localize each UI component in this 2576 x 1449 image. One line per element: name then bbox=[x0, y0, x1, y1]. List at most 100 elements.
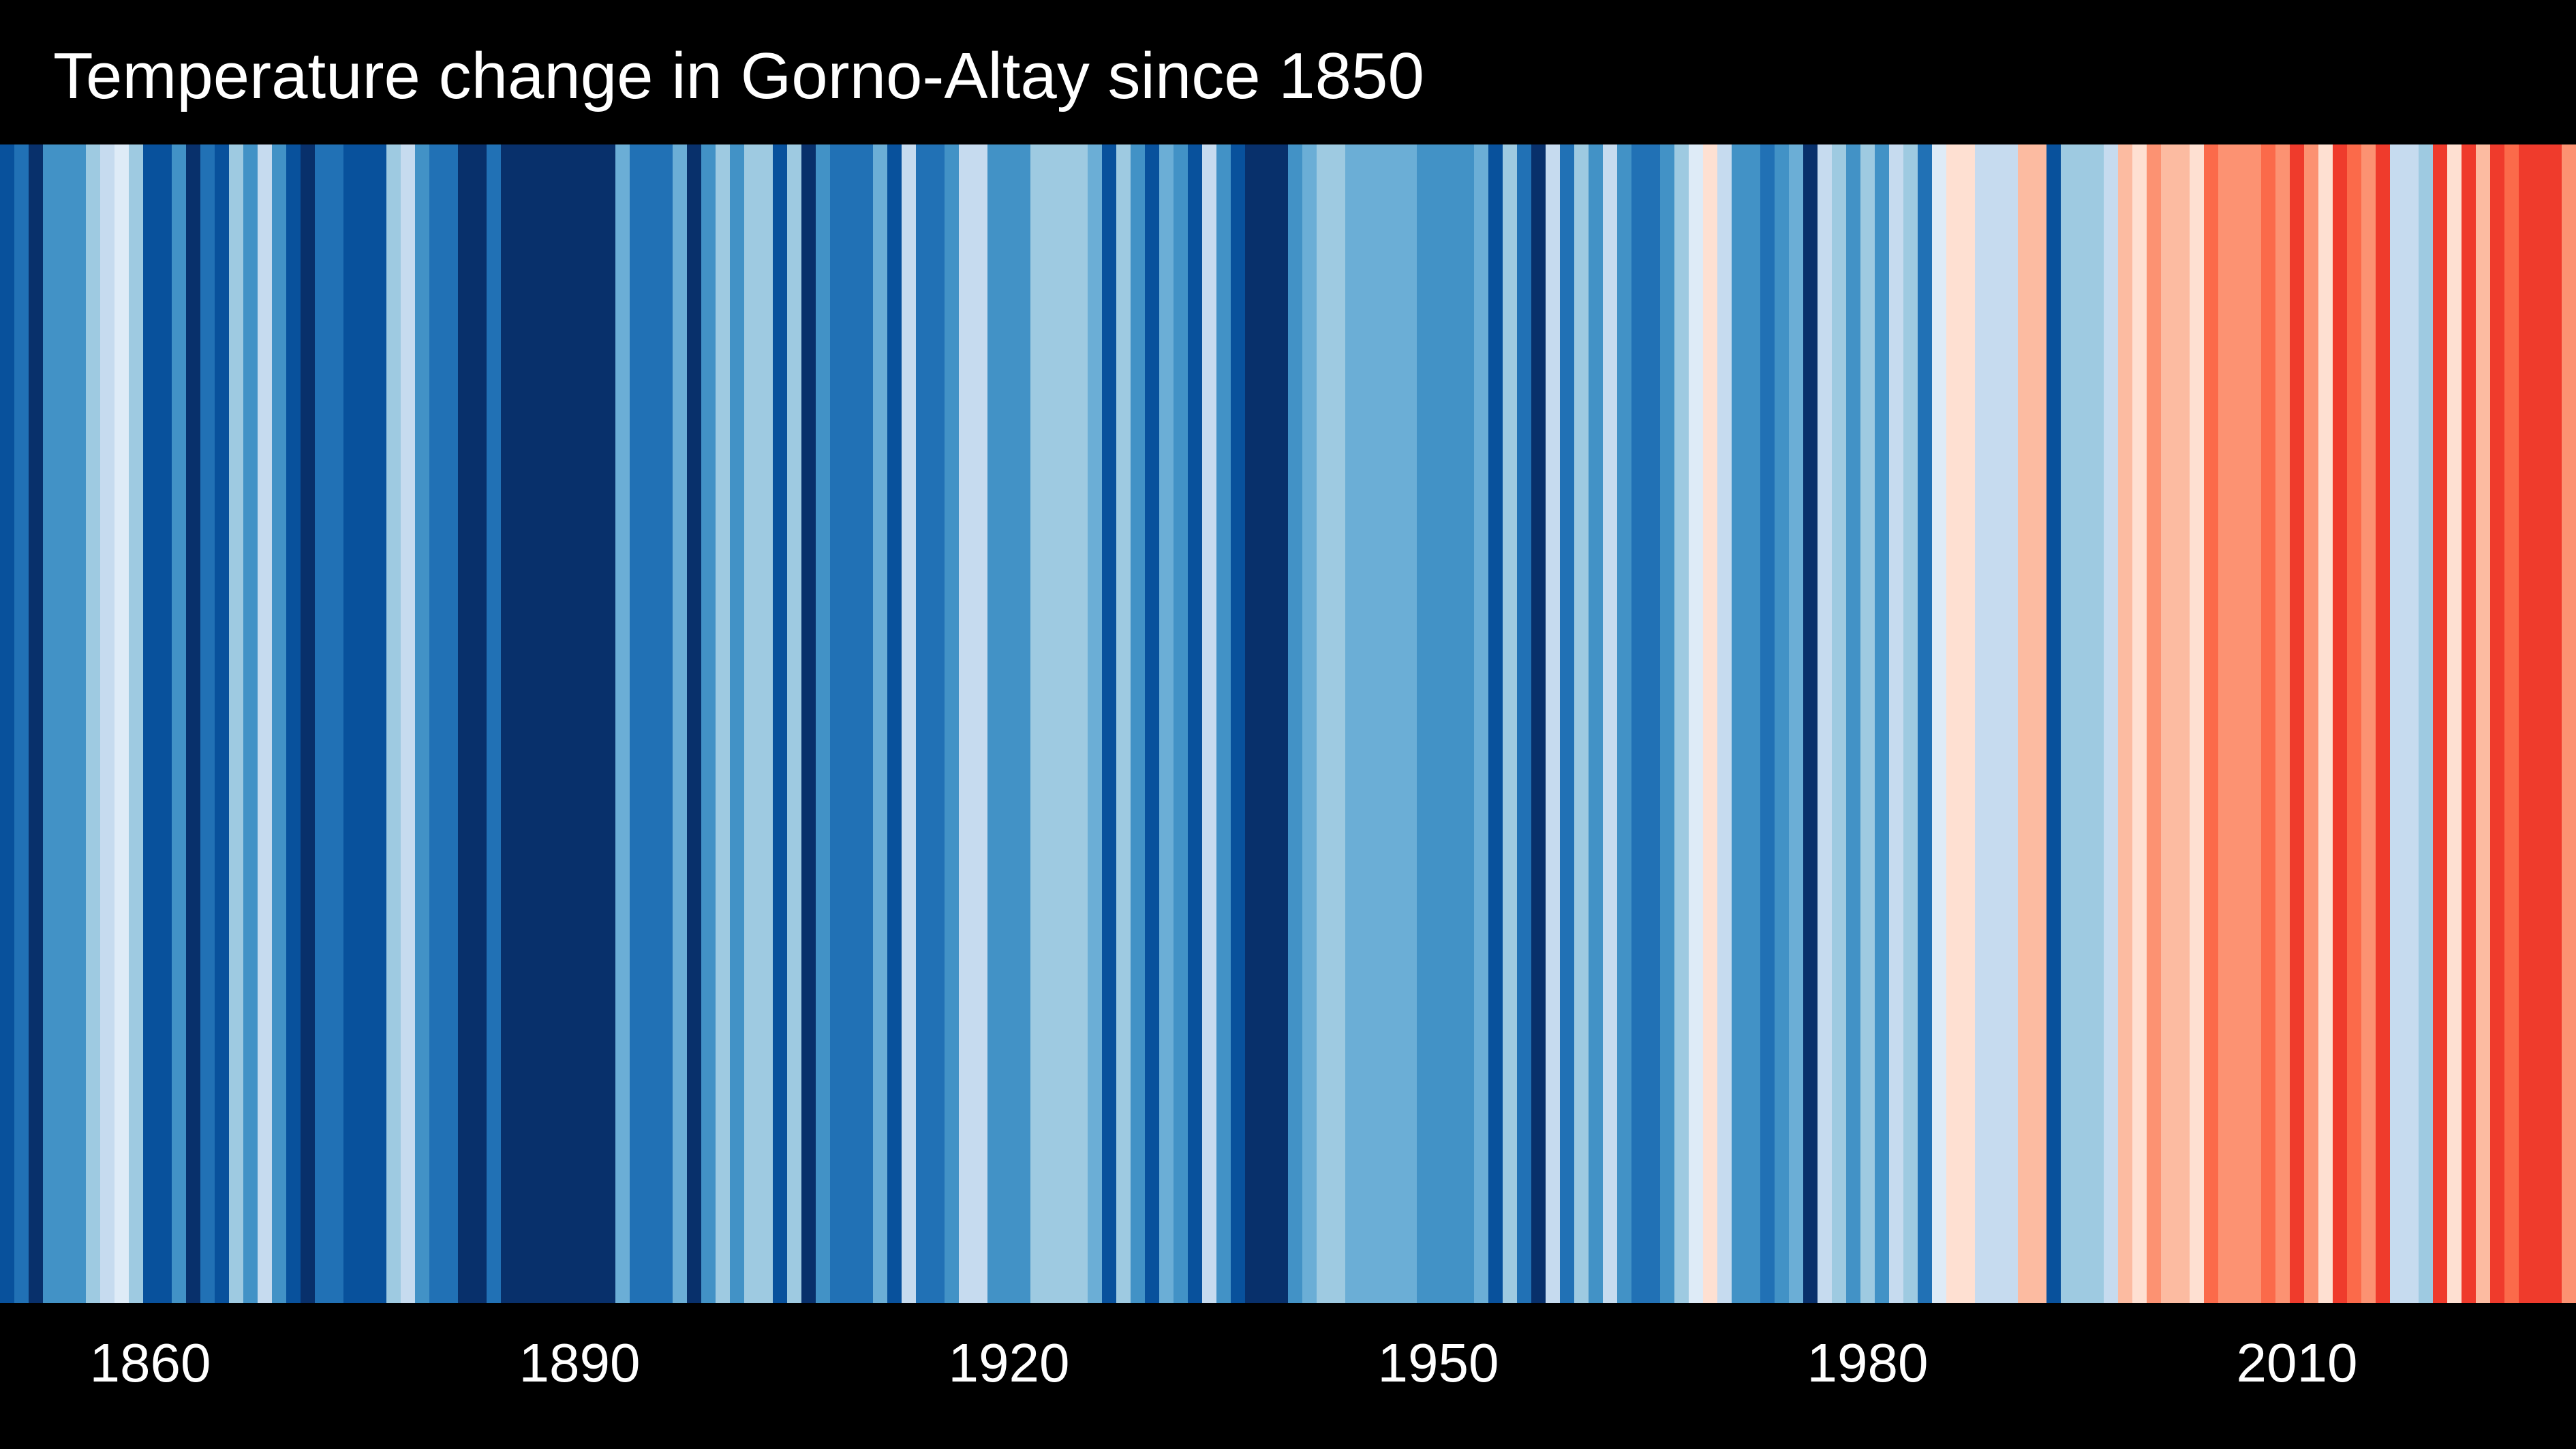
stripe-1966 bbox=[1660, 144, 1675, 1303]
stripe-1950 bbox=[1431, 144, 1446, 1303]
stripe-1874 bbox=[343, 144, 358, 1303]
stripe-1854 bbox=[57, 144, 72, 1303]
stripe-1869 bbox=[272, 144, 287, 1303]
x-tick-label: 1890 bbox=[519, 1332, 641, 1393]
stripe-1943 bbox=[1331, 144, 1346, 1303]
stripe-1893 bbox=[615, 144, 630, 1303]
stripe-2006 bbox=[2233, 144, 2248, 1303]
stripe-1928 bbox=[1116, 144, 1131, 1303]
stripe-1857 bbox=[100, 144, 115, 1303]
stripe-undefined bbox=[2519, 144, 2534, 1303]
stripe-2015 bbox=[2361, 144, 2376, 1303]
stripe-1881 bbox=[444, 144, 459, 1303]
stripe-1975 bbox=[1789, 144, 1804, 1303]
stripe-1920 bbox=[1002, 144, 1017, 1303]
stripe-1897 bbox=[673, 144, 688, 1303]
stripe-1876 bbox=[372, 144, 387, 1303]
stripe-1992 bbox=[2032, 144, 2047, 1303]
stripe-1856 bbox=[86, 144, 101, 1303]
stripe-1903 bbox=[758, 144, 773, 1303]
stripe-1956 bbox=[1517, 144, 1532, 1303]
stripe-1969 bbox=[1703, 144, 1718, 1303]
stripe-1917 bbox=[959, 144, 974, 1303]
stripe-1880 bbox=[429, 144, 444, 1303]
stripe-1939 bbox=[1274, 144, 1289, 1303]
stripe-1996 bbox=[2089, 144, 2104, 1303]
stripe-1970 bbox=[1717, 144, 1732, 1303]
stripe-1949 bbox=[1417, 144, 1432, 1303]
stripe-1915 bbox=[930, 144, 945, 1303]
stripe-1916 bbox=[945, 144, 960, 1303]
stripe-1867 bbox=[243, 144, 258, 1303]
stripe-1965 bbox=[1646, 144, 1661, 1303]
stripe-1955 bbox=[1503, 144, 1518, 1303]
stripe-1850 bbox=[0, 144, 15, 1303]
stripe-1886 bbox=[515, 144, 530, 1303]
stripe-1865 bbox=[215, 144, 230, 1303]
stripe-1953 bbox=[1474, 144, 1489, 1303]
stripe-1984 bbox=[1918, 144, 1933, 1303]
stripe-1864 bbox=[200, 144, 215, 1303]
stripe-1877 bbox=[386, 144, 401, 1303]
stripe-1852 bbox=[29, 144, 44, 1303]
stripe-1911 bbox=[873, 144, 888, 1303]
stripe-1972 bbox=[1746, 144, 1761, 1303]
stripe-1924 bbox=[1059, 144, 1074, 1303]
stripe-1933 bbox=[1188, 144, 1203, 1303]
stripe-1934 bbox=[1202, 144, 1217, 1303]
stripe-1981 bbox=[1875, 144, 1890, 1303]
stripe-1958 bbox=[1546, 144, 1561, 1303]
stripe-1895 bbox=[644, 144, 659, 1303]
stripe-1932 bbox=[1174, 144, 1189, 1303]
stripe-1910 bbox=[859, 144, 874, 1303]
stripe-1902 bbox=[744, 144, 759, 1303]
stripe-1974 bbox=[1775, 144, 1790, 1303]
stripe-1961 bbox=[1589, 144, 1604, 1303]
stripe-1990 bbox=[2004, 144, 2019, 1303]
stripe-1885 bbox=[501, 144, 516, 1303]
stripe-1907 bbox=[816, 144, 831, 1303]
stripe-2005 bbox=[2218, 144, 2233, 1303]
stripe-2013 bbox=[2333, 144, 2348, 1303]
stripe-2018 bbox=[2404, 144, 2419, 1303]
stripe-1875 bbox=[358, 144, 373, 1303]
stripe-1873 bbox=[329, 144, 344, 1303]
stripe-2011 bbox=[2304, 144, 2319, 1303]
stripe-1994 bbox=[2061, 144, 2076, 1303]
stripe-1945 bbox=[1360, 144, 1375, 1303]
stripe-1872 bbox=[315, 144, 330, 1303]
stripe-1878 bbox=[401, 144, 416, 1303]
stripe-1863 bbox=[186, 144, 201, 1303]
stripe-1959 bbox=[1560, 144, 1575, 1303]
stripe-undefined bbox=[2562, 144, 2576, 1303]
stripe-1991 bbox=[2018, 144, 2033, 1303]
stripe-1986 bbox=[1946, 144, 1961, 1303]
stripe-1960 bbox=[1574, 144, 1589, 1303]
stripe-1944 bbox=[1345, 144, 1360, 1303]
stripe-2016 bbox=[2376, 144, 2391, 1303]
x-tick-label: 2010 bbox=[2236, 1332, 2358, 1393]
stripe-1868 bbox=[258, 144, 273, 1303]
warming-stripes bbox=[0, 144, 2576, 1303]
stripe-1940 bbox=[1288, 144, 1303, 1303]
stripe-2012 bbox=[2318, 144, 2333, 1303]
stripe-1936 bbox=[1231, 144, 1246, 1303]
stripe-1978 bbox=[1832, 144, 1847, 1303]
stripe-1938 bbox=[1259, 144, 1274, 1303]
stripe-1976 bbox=[1803, 144, 1818, 1303]
stripe-1929 bbox=[1131, 144, 1146, 1303]
stripe-1980 bbox=[1860, 144, 1875, 1303]
x-axis: 1860 1890 1920 1950 1980 2010 bbox=[0, 1322, 2576, 1404]
stripe-2019 bbox=[2419, 144, 2434, 1303]
stripe-1870 bbox=[286, 144, 301, 1303]
x-tick-label: 1920 bbox=[948, 1332, 1070, 1393]
stripe-1914 bbox=[916, 144, 931, 1303]
stripe-1923 bbox=[1045, 144, 1060, 1303]
stripe-1952 bbox=[1460, 144, 1475, 1303]
stripe-1998 bbox=[2118, 144, 2133, 1303]
stripe-1962 bbox=[1603, 144, 1618, 1303]
stripe-1861 bbox=[157, 144, 172, 1303]
stripe-1860 bbox=[143, 144, 158, 1303]
stripe-1859 bbox=[129, 144, 144, 1303]
stripe-1927 bbox=[1102, 144, 1117, 1303]
